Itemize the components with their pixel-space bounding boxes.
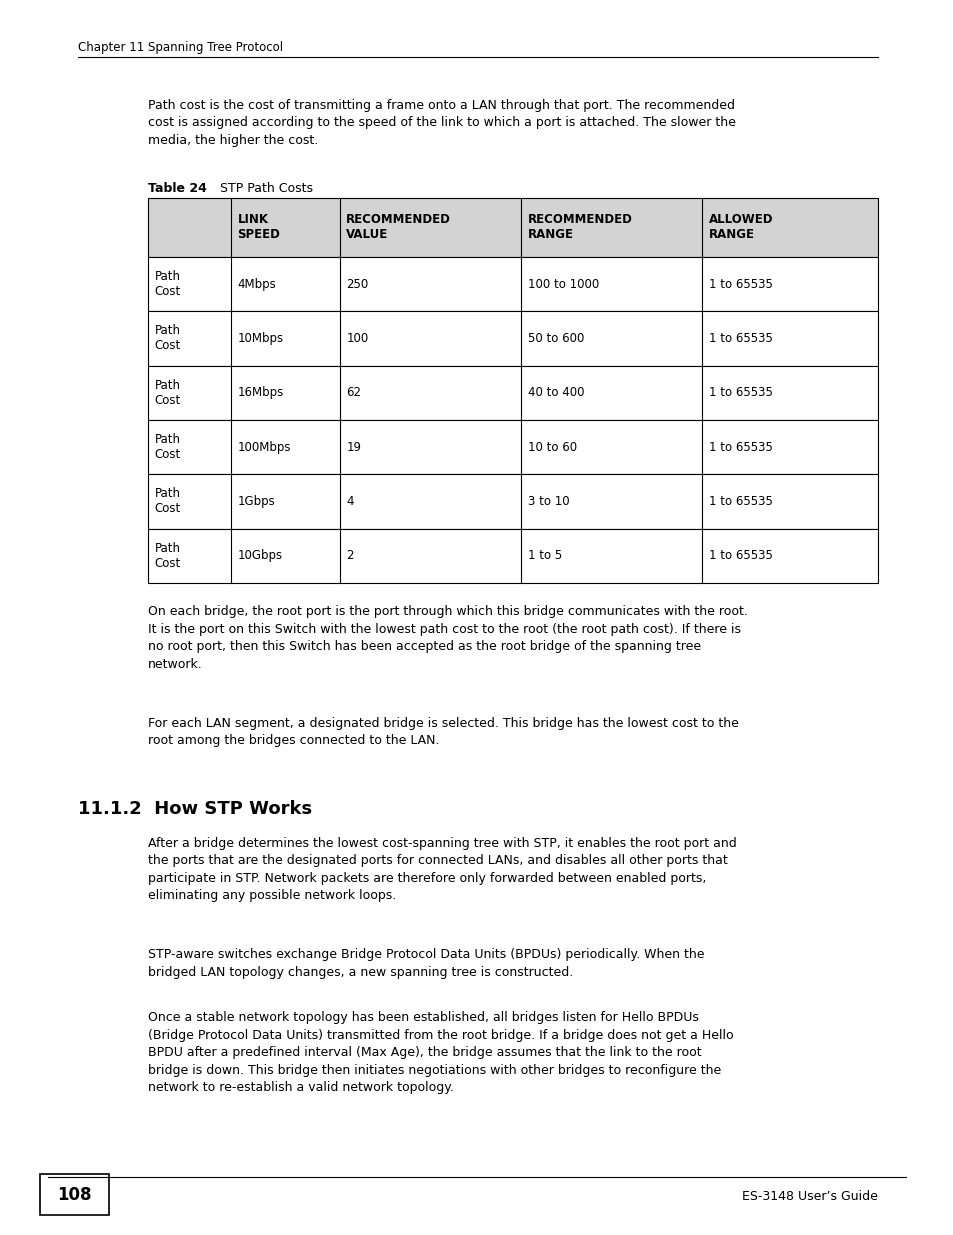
Text: On each bridge, the root port is the port through which this bridge communicates: On each bridge, the root port is the por… — [148, 605, 747, 671]
Text: 1Gbps: 1Gbps — [237, 495, 275, 508]
Text: 10Mbps: 10Mbps — [237, 332, 283, 345]
Text: 16Mbps: 16Mbps — [237, 387, 283, 399]
Text: ES-3148 User’s Guide: ES-3148 User’s Guide — [741, 1191, 877, 1203]
Text: 50 to 600: 50 to 600 — [527, 332, 583, 345]
Text: Once a stable network topology has been established, all bridges listen for Hell: Once a stable network topology has been … — [148, 1011, 733, 1094]
Bar — [148, 257, 877, 311]
Bar — [148, 311, 877, 366]
Bar — [148, 529, 877, 583]
Text: Path
Cost: Path Cost — [154, 325, 181, 352]
Text: 100: 100 — [346, 332, 368, 345]
Text: 100 to 1000: 100 to 1000 — [527, 278, 598, 290]
Text: 250: 250 — [346, 278, 368, 290]
Text: 4: 4 — [346, 495, 354, 508]
Bar — [148, 366, 877, 420]
Text: 1 to 5: 1 to 5 — [527, 550, 561, 562]
Text: Path
Cost: Path Cost — [154, 270, 181, 298]
Text: ALLOWED
RANGE: ALLOWED RANGE — [708, 214, 773, 241]
Text: 108: 108 — [57, 1186, 91, 1204]
Text: 11.1.2  How STP Works: 11.1.2 How STP Works — [78, 799, 312, 818]
Text: For each LAN segment, a designated bridge is selected. This bridge has the lowes: For each LAN segment, a designated bridg… — [148, 716, 738, 747]
Text: 3 to 10: 3 to 10 — [527, 495, 569, 508]
Text: STP-aware switches exchange Bridge Protocol Data Units (BPDUs) periodically. Whe: STP-aware switches exchange Bridge Proto… — [148, 948, 703, 978]
Text: 62: 62 — [346, 387, 361, 399]
Text: Path
Cost: Path Cost — [154, 433, 181, 461]
Bar — [148, 420, 877, 474]
Text: RECOMMENDED
RANGE: RECOMMENDED RANGE — [527, 214, 632, 241]
Text: RECOMMENDED
VALUE: RECOMMENDED VALUE — [346, 214, 451, 241]
Text: 1 to 65535: 1 to 65535 — [708, 332, 772, 345]
Text: 1 to 65535: 1 to 65535 — [708, 387, 772, 399]
Text: Chapter 11 Spanning Tree Protocol: Chapter 11 Spanning Tree Protocol — [78, 41, 283, 54]
Text: 1 to 65535: 1 to 65535 — [708, 441, 772, 453]
Text: After a bridge determines the lowest cost-spanning tree with STP, it enables the: After a bridge determines the lowest cos… — [148, 836, 736, 902]
Text: 40 to 400: 40 to 400 — [527, 387, 583, 399]
Text: Path
Cost: Path Cost — [154, 488, 181, 515]
Bar — [40, 1174, 109, 1215]
Bar — [148, 474, 877, 529]
Text: 10 to 60: 10 to 60 — [527, 441, 576, 453]
Text: STP Path Costs: STP Path Costs — [212, 182, 313, 195]
Text: 1 to 65535: 1 to 65535 — [708, 278, 772, 290]
Bar — [148, 198, 877, 257]
Text: Path
Cost: Path Cost — [154, 542, 181, 569]
Text: LINK
SPEED: LINK SPEED — [237, 214, 280, 241]
Text: Path cost is the cost of transmitting a frame onto a LAN through that port. The : Path cost is the cost of transmitting a … — [148, 99, 735, 147]
Text: 10Gbps: 10Gbps — [237, 550, 282, 562]
Text: 1 to 65535: 1 to 65535 — [708, 550, 772, 562]
Text: 2: 2 — [346, 550, 354, 562]
Text: Table 24: Table 24 — [148, 182, 207, 195]
Text: 1 to 65535: 1 to 65535 — [708, 495, 772, 508]
Text: Path
Cost: Path Cost — [154, 379, 181, 406]
Text: 19: 19 — [346, 441, 361, 453]
Text: 100Mbps: 100Mbps — [237, 441, 291, 453]
Text: 4Mbps: 4Mbps — [237, 278, 276, 290]
